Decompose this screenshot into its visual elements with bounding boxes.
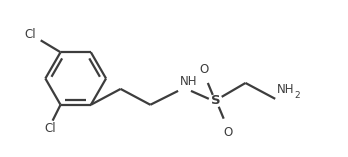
Text: 2: 2	[294, 91, 300, 100]
Text: O: O	[199, 63, 208, 76]
Text: Cl: Cl	[45, 122, 56, 135]
Text: Cl: Cl	[24, 28, 35, 41]
Text: NH: NH	[180, 75, 198, 88]
Text: O: O	[223, 126, 232, 139]
Text: NH: NH	[277, 83, 295, 96]
Text: S: S	[211, 94, 221, 107]
